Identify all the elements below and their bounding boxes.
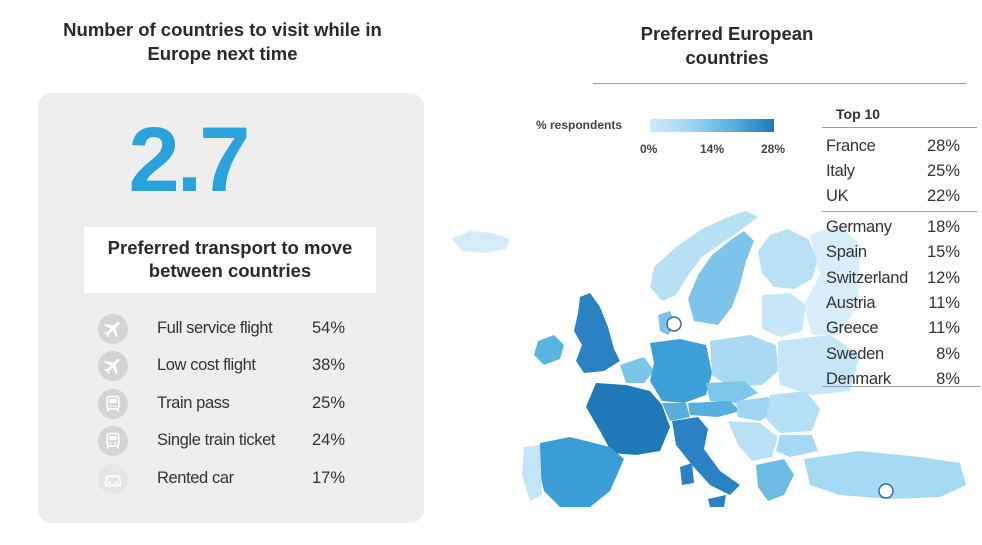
top10-divider [822, 386, 980, 387]
top10-pct: 11% [928, 294, 960, 312]
map-portugal [522, 445, 542, 501]
map-austria [688, 401, 740, 417]
map-norway [650, 211, 758, 301]
top10-pct: 8% [936, 345, 960, 363]
transport-row: Train pass 25% [96, 389, 396, 419]
car-icon [98, 464, 128, 494]
title-divider [593, 83, 966, 84]
top10-pct: 15% [926, 243, 960, 261]
top10-country: France [826, 137, 876, 155]
top10-row: Austria 11% [826, 294, 976, 318]
top10-pct: 22% [926, 187, 960, 205]
map-finland [758, 229, 818, 289]
top10-pct: 18% [926, 218, 960, 236]
map-turkey [804, 451, 966, 499]
top10-country: Greece [826, 319, 879, 337]
transport-value: 54% [312, 319, 346, 337]
top10-pct: 8% [936, 370, 960, 388]
map-czech [706, 381, 758, 403]
top10-country: Spain [826, 243, 867, 261]
countries-count: 2.7 [128, 109, 251, 211]
map-spain [538, 437, 624, 507]
map-bulgaria [776, 435, 818, 457]
map-iceland [452, 231, 510, 253]
top10-row: Italy 25% [826, 162, 976, 186]
top10-row: UK 22% [826, 187, 976, 211]
transport-label: Rented car [157, 469, 234, 487]
legend-color-scale [650, 119, 774, 132]
top10-pct: 25% [926, 162, 960, 180]
top10-row: Spain 15% [826, 243, 976, 267]
map-france [586, 383, 670, 455]
map-poland [710, 335, 778, 387]
map-romania [766, 391, 820, 433]
train-icon [98, 389, 128, 419]
airplane-icon [98, 314, 128, 344]
top10-row: Germany 18% [826, 218, 976, 242]
map-east [804, 225, 860, 335]
preferred-countries-title: Preferred European countries [640, 23, 814, 68]
top10-country: Germany [826, 218, 892, 236]
transport-value: 17% [312, 469, 346, 487]
train-icon [98, 426, 128, 456]
transport-row: Low cost flight 38% [96, 351, 396, 381]
transport-row: Single train ticket 24% [96, 426, 396, 456]
countries-to-visit-title: Number of countries to visit while in Eu… [63, 19, 382, 64]
map-germany [650, 339, 712, 403]
stats-panel: 2.7 Preferred transport to move between … [38, 93, 424, 523]
transport-value: 24% [312, 431, 346, 449]
top10-row: Switzerland 12% [826, 269, 976, 293]
top10-country: Denmark [826, 370, 891, 388]
legend-tick: 28% [761, 142, 786, 156]
transport-row: Full service flight 54% [96, 314, 396, 344]
top10-country: Sweden [826, 345, 884, 363]
top10-country: Italy [826, 162, 855, 180]
map-ireland [534, 335, 564, 365]
top10-divider [822, 127, 977, 128]
transport-label: Low cost flight [157, 356, 256, 374]
top10-pct: 12% [926, 269, 960, 287]
transport-label: Full service flight [157, 319, 273, 337]
map-italy [672, 417, 740, 495]
map-benelux [620, 357, 654, 383]
map-baltics [762, 293, 806, 337]
top10-row: France 28% [826, 137, 976, 161]
map-ukraine [778, 335, 860, 395]
legend-tick: 14% [700, 142, 725, 156]
transport-title-box: Preferred transport to move between coun… [84, 227, 376, 293]
transport-value: 38% [312, 356, 346, 374]
top10-pct: 11% [928, 319, 960, 337]
top10-country: Austria [826, 294, 876, 312]
top10-row: Denmark 8% [826, 370, 976, 394]
transport-title: Preferred transport to move between coun… [107, 237, 353, 281]
top10-pct: 28% [926, 137, 960, 155]
map-uk [574, 293, 620, 373]
map-switzerland [662, 403, 690, 421]
transport-label: Train pass [157, 394, 230, 412]
top10-header: Top 10 [836, 106, 881, 122]
airplane-icon [98, 351, 128, 381]
legend-label: % respondents [536, 118, 623, 132]
top10-divider [822, 211, 977, 212]
top10-row: Sweden 8% [826, 345, 976, 369]
transport-label: Single train ticket [157, 431, 276, 449]
map-islands [680, 463, 726, 507]
top10-country: Switzerland [826, 269, 908, 287]
transport-value: 25% [312, 394, 346, 412]
map-marker [878, 483, 894, 499]
top10-country: UK [826, 187, 849, 205]
transport-row: Rented car 17% [96, 464, 396, 494]
europe-map [452, 211, 966, 507]
top10-row: Greece 11% [826, 319, 976, 343]
map-balkans [728, 421, 778, 461]
map-greece [756, 459, 794, 501]
map-sweden [688, 231, 754, 325]
map-marker [666, 316, 682, 332]
legend-tick: 0% [640, 142, 658, 156]
